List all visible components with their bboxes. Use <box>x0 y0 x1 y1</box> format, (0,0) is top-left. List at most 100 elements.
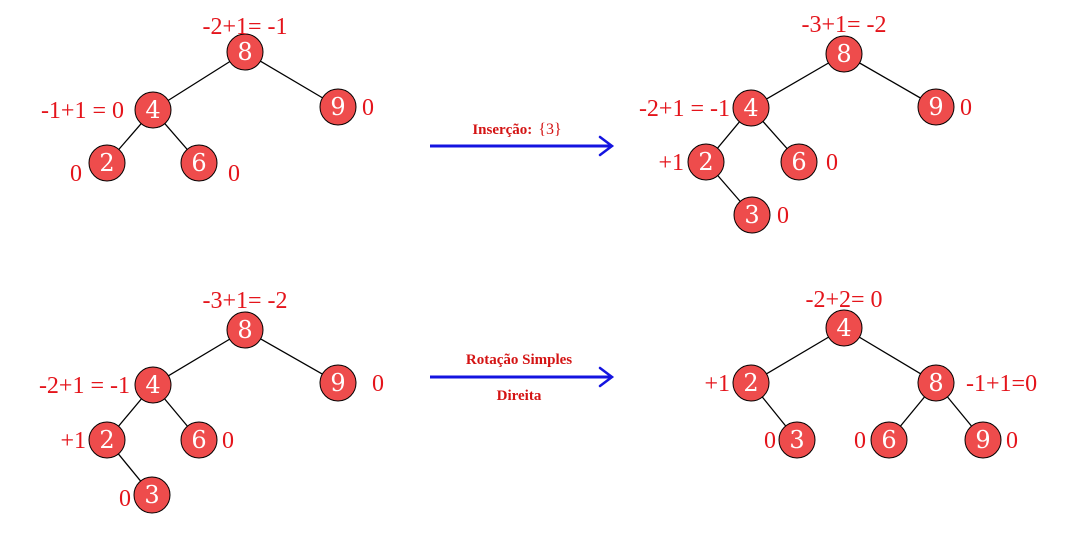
node-circle <box>226 311 264 349</box>
balance-label: 0 <box>854 428 866 454</box>
rotation-label-line2: Direita <box>497 388 542 404</box>
node-4: 4 -2+1 = -1 <box>639 89 770 127</box>
balance-label: -2+1 = -1 <box>639 96 730 122</box>
node-circle <box>732 89 770 127</box>
node-key: 4 <box>145 96 160 124</box>
node-circle <box>687 143 725 181</box>
arrowhead-icon <box>598 135 615 157</box>
node-2: 20 <box>70 144 126 187</box>
node-circle <box>133 476 171 514</box>
balance-label: 0 <box>119 486 131 512</box>
insert-value: {3} <box>538 121 561 138</box>
node-8: 8-3+1= -2 <box>202 288 288 349</box>
node-key: 2 <box>743 369 758 397</box>
node-3: 30 <box>119 476 171 514</box>
node-key: 8 <box>928 369 943 397</box>
balance-label: -1+1 = 0 <box>41 98 124 124</box>
node-circle <box>732 364 770 402</box>
node-circle <box>180 144 218 182</box>
node-8: 8-2+1= -1 <box>202 14 288 71</box>
balance-label: -2+1 = -1 <box>39 373 130 399</box>
node-circle <box>319 88 357 126</box>
balance-label: 0 <box>222 428 234 454</box>
insert-keyword: Inserção: <box>472 122 532 138</box>
node-key: 9 <box>330 93 345 121</box>
node-key: 9 <box>330 369 345 397</box>
node-2: 2 +1 <box>60 421 126 459</box>
balance-label: 0 <box>1006 428 1018 454</box>
balance-label: -2+2= 0 <box>805 287 882 313</box>
node-8: 8-3+1= -2 <box>801 12 887 73</box>
node-circle <box>134 366 172 404</box>
node-circle <box>917 88 955 126</box>
tree-1: 8-2+1= -14-1+1 = 0 9 020 6 0 <box>41 14 374 187</box>
node-4: 4 -1+1 = 0 <box>41 91 172 129</box>
node-key: 4 <box>743 94 758 122</box>
node-key: 6 <box>191 149 206 177</box>
balance-label: +1 <box>658 150 684 176</box>
node-3: 30 <box>764 421 816 459</box>
node-key: 4 <box>836 314 851 342</box>
node-circle <box>226 33 264 71</box>
node-4: 4-2+2= 0 <box>805 287 883 347</box>
balance-label: 0 <box>960 95 972 121</box>
tree-4: 4-2+2= 02+1 8 -1+1=030 60 9 0 <box>704 287 1037 459</box>
node-key: 6 <box>191 426 206 454</box>
rotation-arrow: Rotação Simples Direita <box>430 352 615 404</box>
node-circle <box>917 364 955 402</box>
balance-label: -3+1= -2 <box>202 288 287 314</box>
node-4: 4 -2+1 = -1 <box>39 366 172 404</box>
node-8: 8 -1+1=0 <box>917 364 1037 402</box>
node-key: 2 <box>698 148 713 176</box>
node-key: 9 <box>975 426 990 454</box>
node-key: 3 <box>744 201 759 229</box>
node-key: 6 <box>881 426 896 454</box>
node-circle <box>825 309 863 347</box>
node-circle <box>964 421 1002 459</box>
rotation-label-line1: Rotação Simples <box>466 352 572 368</box>
node-circle <box>88 421 126 459</box>
node-2: 2 +1 <box>658 143 725 181</box>
balance-label: 0 <box>228 161 240 187</box>
node-key: 4 <box>145 371 160 399</box>
balance-label: 0 <box>764 428 776 454</box>
node-key: 8 <box>836 40 851 68</box>
insert-arrow: Inserção: {3} <box>430 121 615 157</box>
node-key: 8 <box>237 38 252 66</box>
node-key: 3 <box>144 481 159 509</box>
node-circle <box>825 35 863 73</box>
arrowhead-icon <box>598 366 615 388</box>
node-key: 8 <box>237 316 252 344</box>
node-circle <box>780 143 818 181</box>
node-circle <box>88 144 126 182</box>
node-6: 60 <box>854 421 908 459</box>
node-circle <box>319 364 357 402</box>
balance-label: -2+1= -1 <box>202 14 287 40</box>
balance-label: -3+1= -2 <box>801 12 886 38</box>
node-circle <box>733 196 771 234</box>
balance-label: 0 <box>362 95 374 121</box>
balance-label: 0 <box>70 161 82 187</box>
node-key: 3 <box>789 426 804 454</box>
balance-label: -1+1=0 <box>966 371 1037 397</box>
tree-2: 8-3+1= -24-2+1 = -1 9 02+1 6 03 0 <box>639 12 972 234</box>
balance-label: 0 <box>777 203 789 229</box>
node-circle <box>870 421 908 459</box>
balance-label: +1 <box>704 371 730 397</box>
tree-3: 8-3+1= -24-2+1 = -1 9 02+1 6 030 <box>39 288 384 514</box>
node-key: 2 <box>99 426 114 454</box>
node-2: 2 +1 <box>704 364 770 402</box>
node-key: 6 <box>791 148 806 176</box>
node-key: 9 <box>928 93 943 121</box>
node-circle <box>180 421 218 459</box>
node-circle <box>778 421 816 459</box>
balance-label: 0 <box>372 371 384 397</box>
